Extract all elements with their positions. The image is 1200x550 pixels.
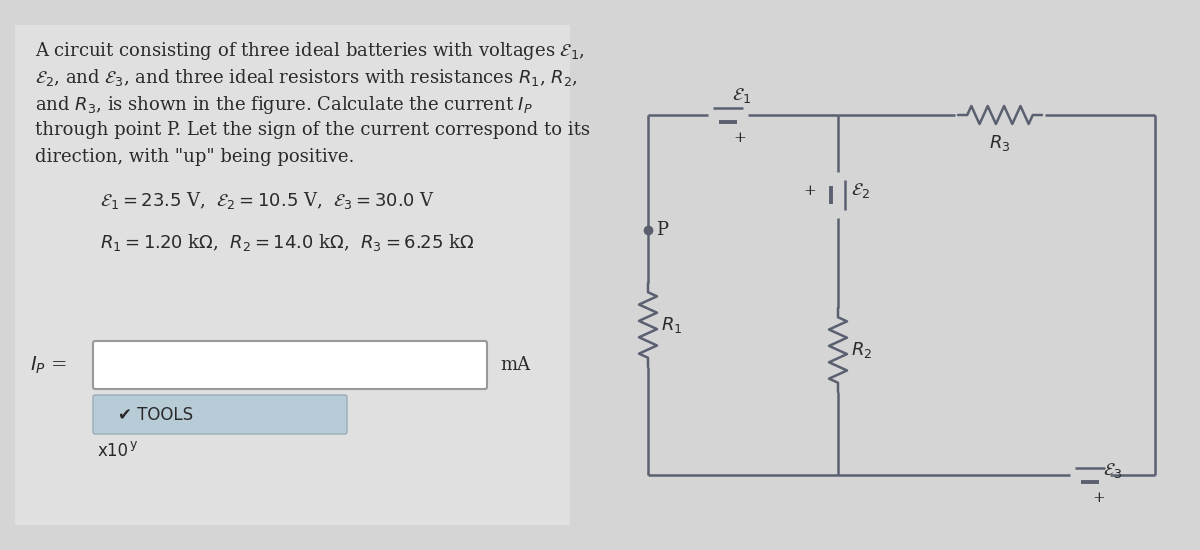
Text: $\mathcal{E}_1$: $\mathcal{E}_1$	[732, 86, 751, 105]
Text: y: y	[130, 438, 137, 451]
FancyBboxPatch shape	[94, 395, 347, 434]
Text: $R_1 = 1.20$ k$\Omega$,  $R_2 = 14.0$ k$\Omega$,  $R_3 = 6.25$ k$\Omega$: $R_1 = 1.20$ k$\Omega$, $R_2 = 14.0$ k$\…	[100, 232, 474, 253]
Text: and $R_3$, is shown in the figure. Calculate the current $I_P$: and $R_3$, is shown in the figure. Calcu…	[35, 94, 533, 116]
Text: mA: mA	[500, 356, 530, 374]
FancyBboxPatch shape	[94, 341, 487, 389]
Text: +: +	[803, 184, 816, 198]
Text: $I_P$ =: $I_P$ =	[30, 354, 67, 376]
Text: $R_3$: $R_3$	[989, 133, 1010, 153]
Text: $\mathcal{E}_2$, and $\mathcal{E}_3$, and three ideal resistors with resistances: $\mathcal{E}_2$, and $\mathcal{E}_3$, an…	[35, 67, 578, 88]
Text: $R_2$: $R_2$	[851, 340, 872, 360]
Text: A circuit consisting of three ideal batteries with voltages $\mathcal{E}_1$,: A circuit consisting of three ideal batt…	[35, 40, 584, 62]
Text: +: +	[733, 131, 745, 145]
Text: $\mathcal{E}_1 = 23.5$ V,  $\mathcal{E}_2 = 10.5$ V,  $\mathcal{E}_3 = 30.0$ V: $\mathcal{E}_1 = 23.5$ V, $\mathcal{E}_2…	[100, 190, 436, 211]
Text: through point P. Let the sign of the current correspond to its: through point P. Let the sign of the cur…	[35, 121, 590, 139]
Text: direction, with "up" being positive.: direction, with "up" being positive.	[35, 148, 354, 166]
Text: $\mathcal{E}_2$: $\mathcal{E}_2$	[851, 182, 870, 201]
Text: P: P	[656, 221, 668, 239]
Text: $R_1$: $R_1$	[661, 315, 683, 335]
Bar	[14, 25, 570, 525]
Text: ✔ TOOLS: ✔ TOOLS	[118, 406, 193, 424]
Text: $\mathcal{E}_3$: $\mathcal{E}_3$	[1103, 460, 1122, 480]
Text: x10: x10	[98, 442, 130, 460]
Text: +: +	[1092, 491, 1105, 505]
